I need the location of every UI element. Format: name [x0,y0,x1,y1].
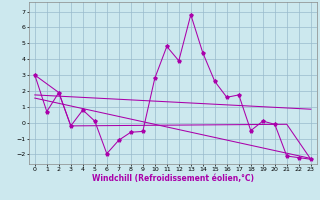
X-axis label: Windchill (Refroidissement éolien,°C): Windchill (Refroidissement éolien,°C) [92,174,254,183]
